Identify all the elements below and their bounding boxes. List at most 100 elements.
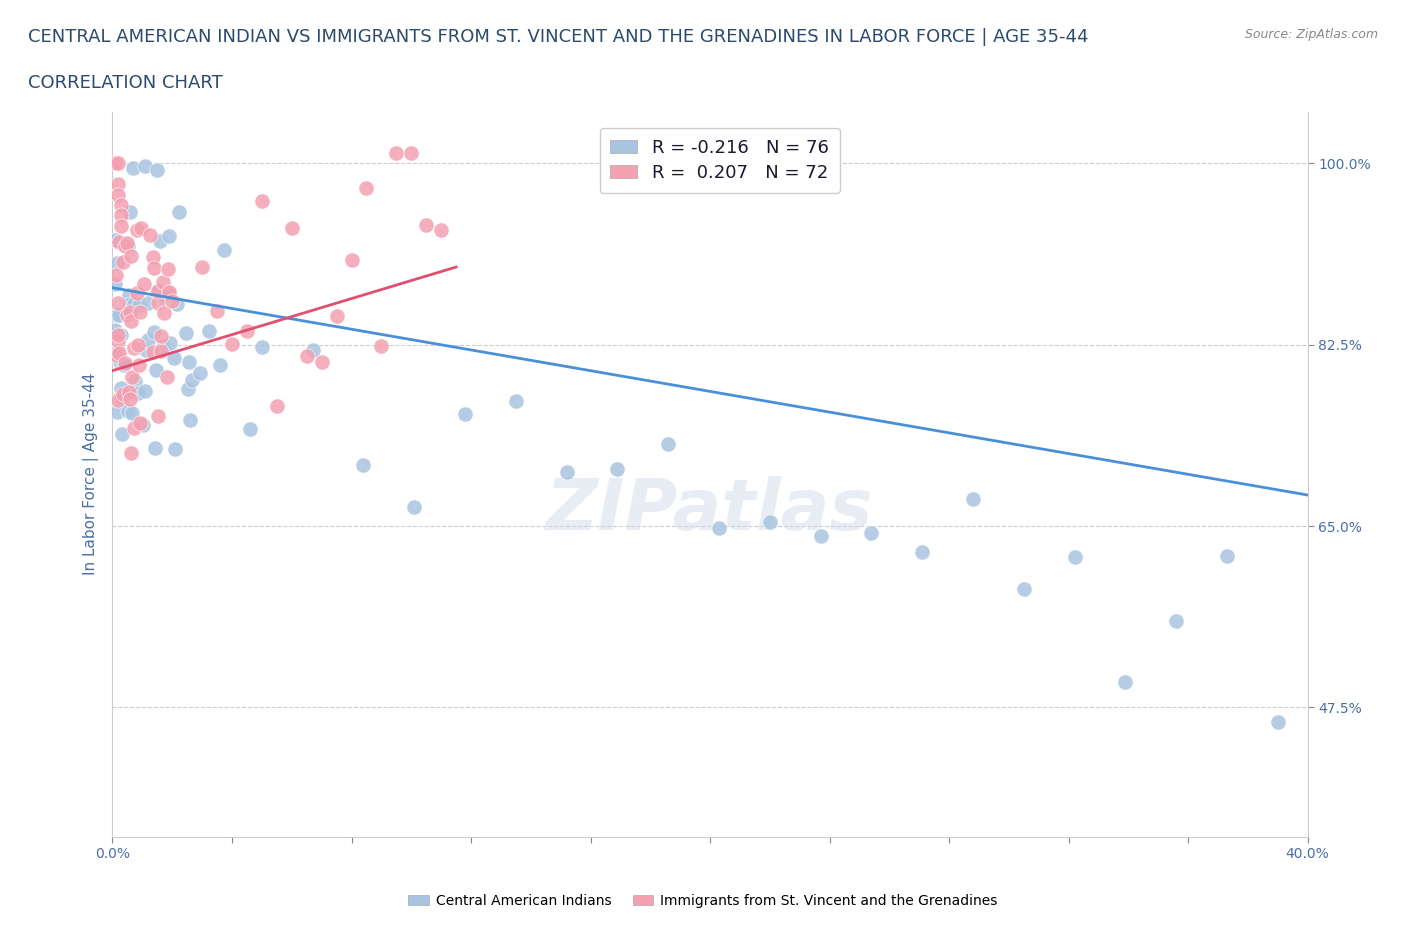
Legend: Central American Indians, Immigrants from St. Vincent and the Grenadines: Central American Indians, Immigrants fro… xyxy=(402,889,1004,914)
Point xyxy=(152,274,174,289)
Point xyxy=(157,229,180,244)
Point xyxy=(236,323,259,338)
Point xyxy=(146,295,169,310)
Point xyxy=(120,205,142,219)
Point xyxy=(1012,581,1035,596)
Point xyxy=(1166,614,1188,629)
Point xyxy=(114,239,136,254)
Point xyxy=(1063,550,1085,565)
Point xyxy=(179,354,201,369)
Point xyxy=(454,406,477,421)
Point xyxy=(104,232,127,247)
Point xyxy=(118,305,141,320)
Point xyxy=(157,262,180,277)
Point xyxy=(121,405,143,420)
Point xyxy=(127,338,149,352)
Point xyxy=(156,370,179,385)
Point xyxy=(122,297,145,312)
Point xyxy=(148,233,170,248)
Point xyxy=(107,156,129,171)
Point xyxy=(108,354,131,369)
Point xyxy=(110,327,132,342)
Point xyxy=(148,284,170,299)
Point xyxy=(281,220,304,235)
Point xyxy=(128,305,150,320)
Point xyxy=(110,197,132,212)
Point xyxy=(208,358,231,373)
Point xyxy=(165,442,187,457)
Point xyxy=(107,177,129,192)
Point xyxy=(122,161,145,176)
Point xyxy=(157,285,180,299)
Point xyxy=(120,313,142,328)
Point xyxy=(152,339,174,353)
Point xyxy=(132,418,155,432)
Point xyxy=(107,187,129,202)
Point xyxy=(108,346,131,361)
Point xyxy=(430,222,453,237)
Point xyxy=(198,324,221,339)
Point xyxy=(134,383,156,398)
Point xyxy=(250,193,273,208)
Point xyxy=(118,392,141,406)
Point xyxy=(105,405,128,419)
Point xyxy=(127,385,149,400)
Point xyxy=(111,387,134,402)
Point xyxy=(110,380,132,395)
Point xyxy=(145,163,167,178)
Point xyxy=(505,393,527,408)
Point xyxy=(810,528,832,543)
Point xyxy=(759,514,782,529)
Point xyxy=(104,276,127,291)
Point xyxy=(1216,549,1239,564)
Point xyxy=(404,500,426,515)
Point xyxy=(120,248,142,263)
Point xyxy=(385,146,408,161)
Text: ZIPatlas: ZIPatlas xyxy=(547,476,873,545)
Point xyxy=(129,416,152,431)
Point xyxy=(145,363,167,378)
Point xyxy=(111,391,134,405)
Point xyxy=(191,259,214,274)
Point xyxy=(143,441,166,456)
Point xyxy=(150,328,173,343)
Text: Source: ZipAtlas.com: Source: ZipAtlas.com xyxy=(1244,28,1378,41)
Point xyxy=(149,343,172,358)
Point xyxy=(142,260,165,275)
Point xyxy=(180,373,202,388)
Point xyxy=(962,492,984,507)
Legend: R = -0.216   N = 76, R =  0.207   N = 72: R = -0.216 N = 76, R = 0.207 N = 72 xyxy=(599,128,839,193)
Point xyxy=(108,308,131,323)
Point xyxy=(146,285,169,299)
Point xyxy=(214,243,236,258)
Point xyxy=(107,334,129,349)
Point xyxy=(135,343,157,358)
Point xyxy=(555,465,578,480)
Point xyxy=(139,228,162,243)
Point xyxy=(250,339,273,354)
Point xyxy=(111,254,134,269)
Point xyxy=(311,354,333,369)
Point xyxy=(707,521,730,536)
Point xyxy=(125,222,148,237)
Point xyxy=(104,348,127,363)
Point xyxy=(117,385,139,400)
Point xyxy=(176,381,198,396)
Point xyxy=(295,349,318,364)
Text: CENTRAL AMERICAN INDIAN VS IMMIGRANTS FROM ST. VINCENT AND THE GRENADINES IN LAB: CENTRAL AMERICAN INDIAN VS IMMIGRANTS FR… xyxy=(28,28,1088,46)
Point xyxy=(153,288,176,303)
Point xyxy=(221,337,243,352)
Point xyxy=(1114,674,1136,689)
Point xyxy=(110,219,132,233)
Point xyxy=(152,306,174,321)
Point xyxy=(401,146,423,161)
Point xyxy=(129,220,152,235)
Point xyxy=(112,357,135,372)
Point xyxy=(117,238,139,253)
Point xyxy=(117,404,139,418)
Point xyxy=(118,297,141,312)
Point xyxy=(136,332,159,347)
Point xyxy=(121,370,143,385)
Point xyxy=(127,286,149,300)
Point xyxy=(142,345,165,360)
